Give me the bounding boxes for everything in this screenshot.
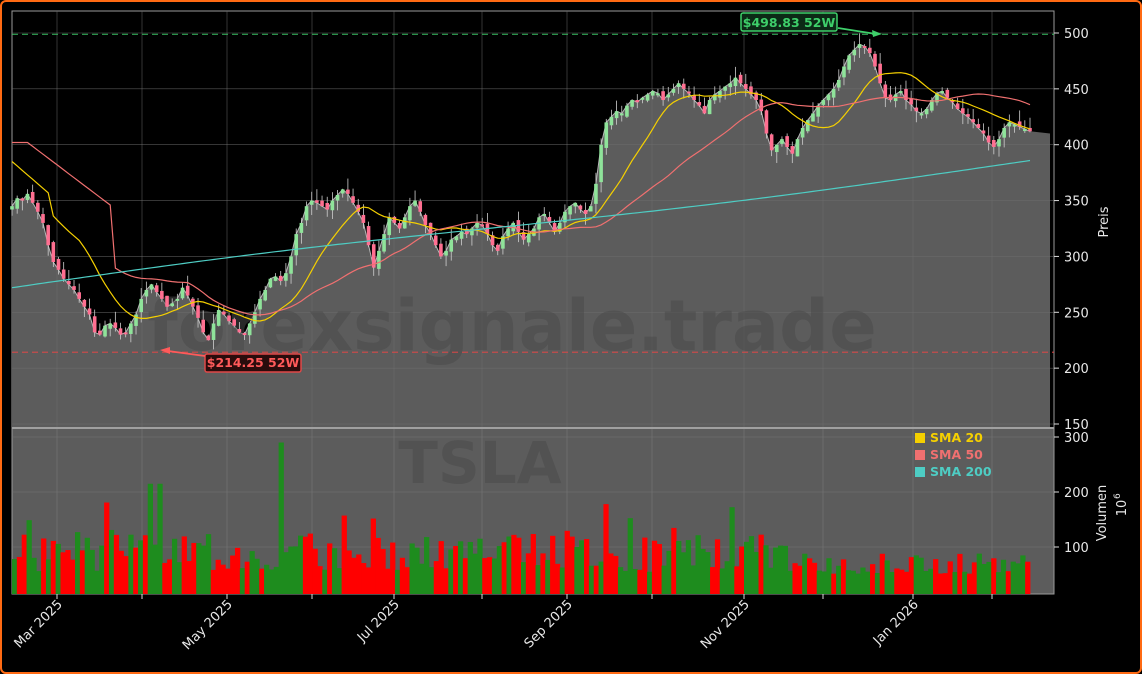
volume-axis-title: Volumen	[1095, 485, 1110, 542]
price-tick-label: 200	[1064, 362, 1089, 377]
x-tick-label: Sep 2025	[522, 597, 576, 651]
price-axis-title: Preis	[1097, 206, 1112, 237]
legend-sma200-swatch	[915, 467, 925, 477]
volume-panel: TSLA	[11, 427, 1055, 595]
x-tick-label: Nov 2025	[698, 597, 753, 652]
price-tick-label: 250	[1064, 306, 1089, 321]
x-tick-label: Jul 2025	[354, 597, 403, 646]
legend-sma200-label: SMA 200	[930, 464, 992, 479]
price-panel: forexsignale.trade	[10, 10, 1055, 429]
price-tick-label: 400	[1064, 139, 1089, 154]
legend-sma20-label: SMA 20	[930, 430, 983, 445]
legend-sma20-swatch	[915, 433, 925, 443]
price-tick-label: 350	[1064, 195, 1089, 210]
price-tick-label: 500	[1064, 27, 1089, 42]
high-label: $498.83 52W	[743, 15, 836, 30]
x-tick-label: Jan 2026	[870, 597, 922, 649]
volume-unit: 10 6	[1113, 493, 1130, 516]
volume-unit-exponent: 6	[1113, 493, 1123, 499]
volume-tick-label: 200	[1064, 486, 1089, 501]
price-tick-label: 300	[1064, 250, 1089, 265]
ticker-watermark: TSLA	[398, 429, 561, 497]
x-tick-label: Mar 2025	[12, 597, 66, 651]
price-tick-label: 150	[1064, 418, 1089, 433]
legend-sma50-swatch	[915, 450, 925, 460]
volume-tick-label: 300	[1064, 431, 1089, 446]
volume-tick-label: 100	[1064, 541, 1089, 556]
high-annotation: $498.83 52W	[740, 12, 882, 37]
legend-sma50-label: SMA 50	[930, 447, 983, 462]
x-tick-label: May 2025	[180, 597, 236, 653]
low-label: $214.25 52W	[207, 355, 300, 370]
volume-unit-base: 10	[1115, 500, 1130, 517]
low-annotation: $214.25 52W	[160, 347, 302, 373]
price-tick-label: 450	[1064, 83, 1089, 98]
legend: SMA 20 SMA 50 SMA 200	[915, 430, 992, 479]
